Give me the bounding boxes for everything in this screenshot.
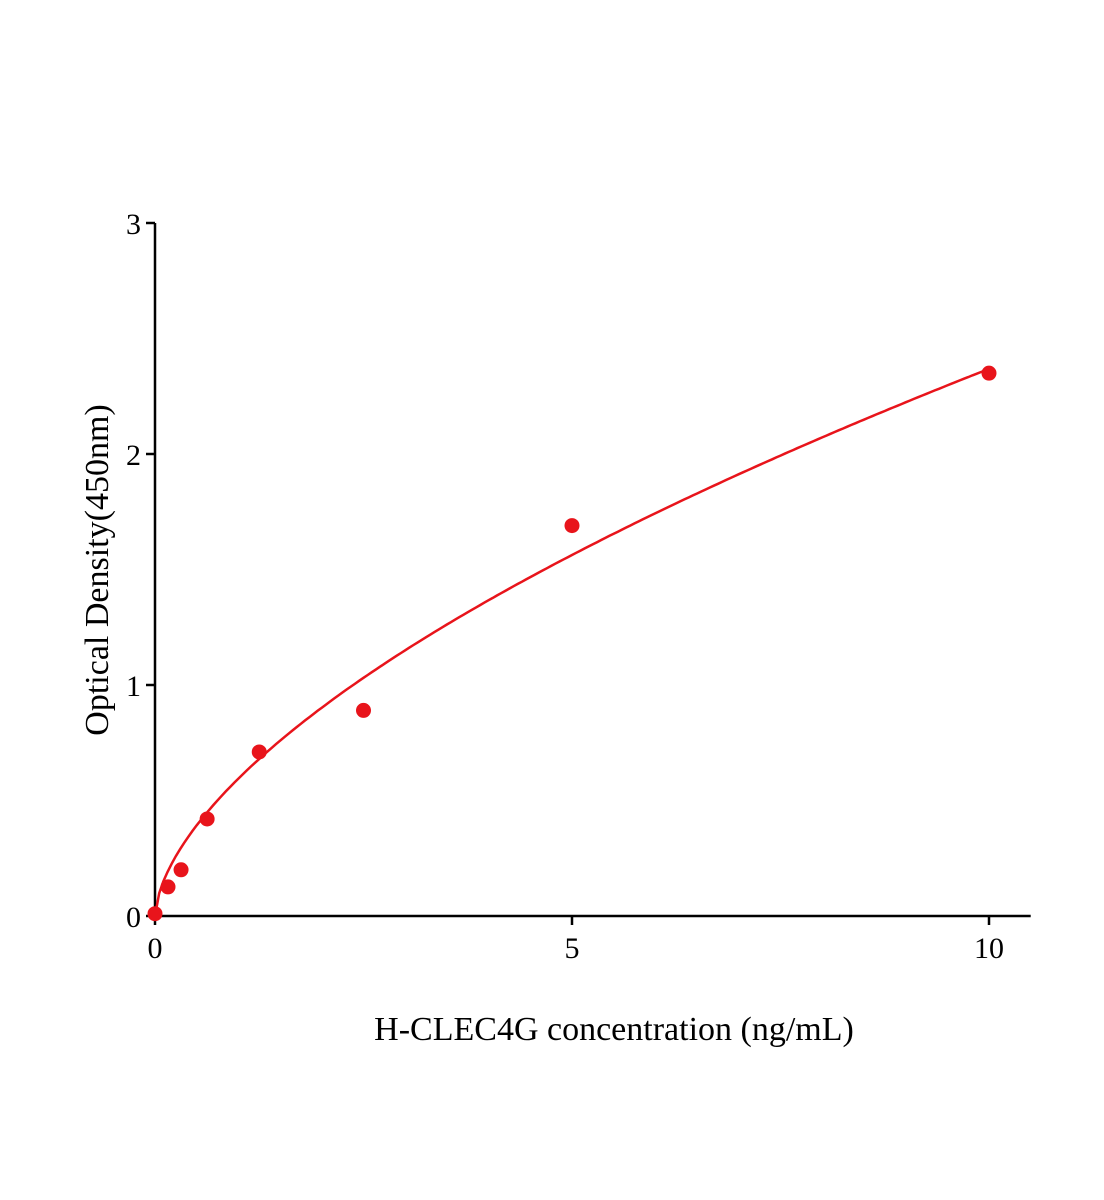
x-axis-label: H-CLEC4G concentration (ng/mL): [374, 1011, 854, 1048]
y-axis-label: Optical Density(450nm): [79, 404, 116, 735]
y-tick-label: 1: [126, 670, 141, 703]
data-point: [981, 365, 997, 381]
fit-curve: [153, 367, 990, 917]
data-point: [147, 906, 163, 922]
x-tick-label: 5: [565, 932, 580, 965]
data-point: [251, 744, 267, 760]
data-point: [160, 879, 176, 895]
x-tick-label: 0: [148, 932, 163, 965]
data-point: [199, 811, 215, 827]
y-tick-label: 3: [126, 208, 141, 241]
data-point: [356, 702, 371, 718]
data-point: [173, 862, 189, 878]
y-tick-label: 0: [126, 901, 141, 934]
y-tick-label: 2: [126, 439, 141, 472]
data-point: [564, 518, 580, 534]
x-tick-label: 10: [974, 932, 1004, 965]
